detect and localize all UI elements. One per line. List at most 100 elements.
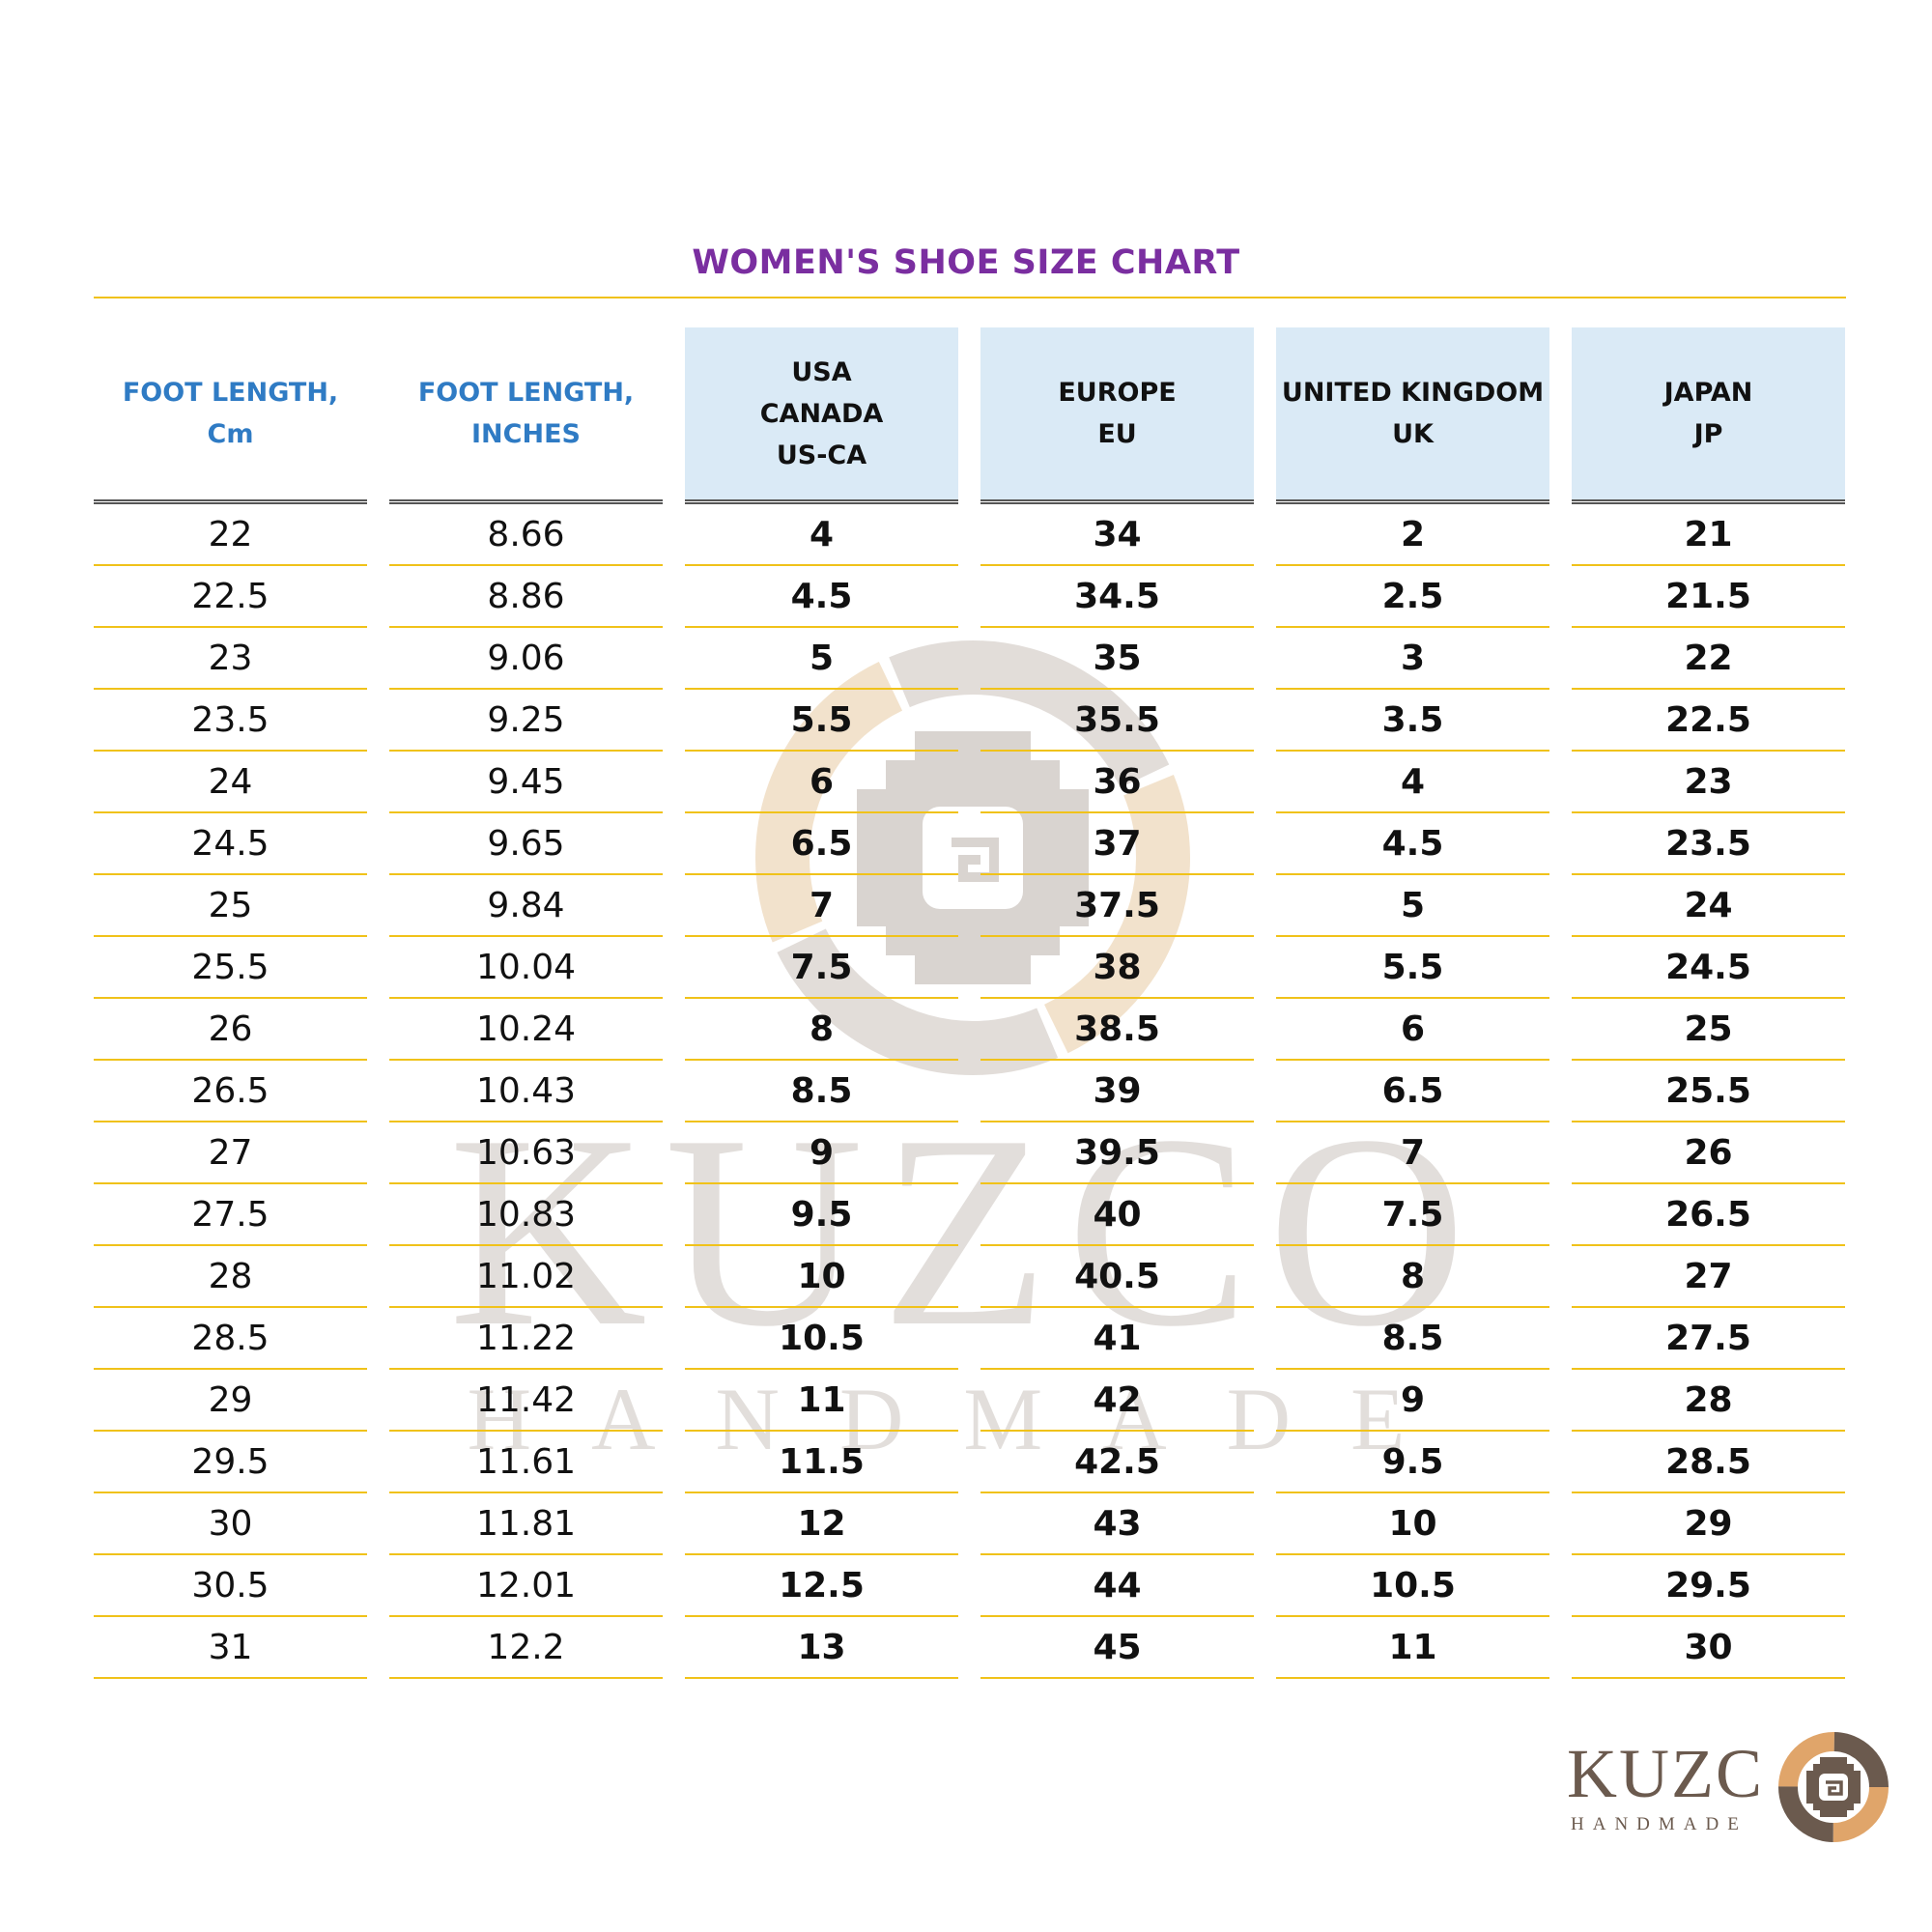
table-cell: 4.5 bbox=[1276, 813, 1549, 875]
table-cell: 8.86 bbox=[389, 566, 663, 628]
table-cell: 28 bbox=[94, 1246, 367, 1308]
table-cell: 27.5 bbox=[1572, 1308, 1845, 1370]
table-cell: 39.5 bbox=[980, 1122, 1254, 1184]
column-header-line: Cm bbox=[207, 419, 254, 449]
table-cell: 38 bbox=[980, 937, 1254, 999]
column-header: FOOT LENGTH, INCHES bbox=[389, 327, 663, 499]
table-cell: 8 bbox=[1276, 1246, 1549, 1308]
table-cell: 9.45 bbox=[389, 752, 663, 813]
header-divider bbox=[1572, 499, 1845, 504]
table-cell: 28.5 bbox=[1572, 1432, 1845, 1493]
table-cell: 10.24 bbox=[389, 999, 663, 1061]
table-cell: 22 bbox=[94, 504, 367, 566]
column-header: FOOT LENGTH, Cm bbox=[94, 327, 367, 499]
table-cell: 22.5 bbox=[1572, 690, 1845, 752]
table-cell: 4.5 bbox=[685, 566, 958, 628]
table-cell: 10.04 bbox=[389, 937, 663, 999]
table-cell: 35 bbox=[980, 628, 1254, 690]
table-cell: 2.5 bbox=[1276, 566, 1549, 628]
column-header: JAPAN JP bbox=[1572, 327, 1845, 499]
column-header-line: INCHES bbox=[471, 419, 581, 449]
table-cell: 6 bbox=[685, 752, 958, 813]
table-cell: 5 bbox=[1276, 875, 1549, 937]
table-cell: 28 bbox=[1572, 1370, 1845, 1432]
column-header-line: EU bbox=[1097, 419, 1137, 449]
table-cell: 27 bbox=[94, 1122, 367, 1184]
table-cell: 30 bbox=[1572, 1617, 1845, 1679]
table-cell: 10.5 bbox=[685, 1308, 958, 1370]
table-cell: 7.5 bbox=[685, 937, 958, 999]
table-cell: 12.01 bbox=[389, 1555, 663, 1617]
table-cell: 43 bbox=[980, 1493, 1254, 1555]
header-divider bbox=[389, 499, 663, 504]
table-cell: 13 bbox=[685, 1617, 958, 1679]
table-cell: 3 bbox=[1276, 628, 1549, 690]
column-header-line: JP bbox=[1693, 419, 1723, 449]
table-cell: 11.5 bbox=[685, 1432, 958, 1493]
table-cell: 26.5 bbox=[94, 1061, 367, 1122]
table-cell: 27 bbox=[1572, 1246, 1845, 1308]
table-cell: 9 bbox=[685, 1122, 958, 1184]
table-cell: 6 bbox=[1276, 999, 1549, 1061]
header-divider bbox=[94, 499, 367, 504]
table-cell: 29.5 bbox=[1572, 1555, 1845, 1617]
table-cell: 31 bbox=[94, 1617, 367, 1679]
header-divider bbox=[980, 499, 1254, 504]
table-cell: 11.42 bbox=[389, 1370, 663, 1432]
table-cell: 23 bbox=[94, 628, 367, 690]
table-cell: 40 bbox=[980, 1184, 1254, 1246]
table-cell: 5 bbox=[685, 628, 958, 690]
table-cell: 12 bbox=[685, 1493, 958, 1555]
table-cell: 11.02 bbox=[389, 1246, 663, 1308]
table-cell: 9.84 bbox=[389, 875, 663, 937]
column-header-line: UK bbox=[1392, 419, 1434, 449]
table-cell: 41 bbox=[980, 1308, 1254, 1370]
table-cell: 37 bbox=[980, 813, 1254, 875]
table-cell: 30.5 bbox=[94, 1555, 367, 1617]
table-cell: 8.5 bbox=[685, 1061, 958, 1122]
logo-subtext: HANDMADE bbox=[1571, 1814, 1747, 1834]
table-cell: 39 bbox=[980, 1061, 1254, 1122]
table-cell: 6.5 bbox=[1276, 1061, 1549, 1122]
table-cell: 44 bbox=[980, 1555, 1254, 1617]
table-cell: 9.25 bbox=[389, 690, 663, 752]
column-header-line: FOOT LENGTH, bbox=[122, 378, 339, 408]
table-cell: 9.06 bbox=[389, 628, 663, 690]
table-cell: 5.5 bbox=[1276, 937, 1549, 999]
table-cell: 9.5 bbox=[685, 1184, 958, 1246]
table-cell: 8.66 bbox=[389, 504, 663, 566]
table-cell: 7 bbox=[1276, 1122, 1549, 1184]
table-cell: 10.43 bbox=[389, 1061, 663, 1122]
table-cell: 10.5 bbox=[1276, 1555, 1549, 1617]
table-cell: 34 bbox=[980, 504, 1254, 566]
table-cell: 10 bbox=[685, 1246, 958, 1308]
table-cell: 11 bbox=[685, 1370, 958, 1432]
table-cell: 24 bbox=[94, 752, 367, 813]
logo-emblem-icon bbox=[1778, 1732, 1889, 1842]
table-cell: 24.5 bbox=[94, 813, 367, 875]
table-cell: 26.5 bbox=[1572, 1184, 1845, 1246]
table-cell: 28.5 bbox=[94, 1308, 367, 1370]
table-cell: 4 bbox=[685, 504, 958, 566]
table-cell: 9.65 bbox=[389, 813, 663, 875]
table-cell: 22.5 bbox=[94, 566, 367, 628]
table-cell: 29.5 bbox=[94, 1432, 367, 1493]
table-cell: 29 bbox=[94, 1370, 367, 1432]
table-cell: 25 bbox=[1572, 999, 1845, 1061]
table-cell: 45 bbox=[980, 1617, 1254, 1679]
table-cell: 35.5 bbox=[980, 690, 1254, 752]
page-title: WOMEN'S SHOE SIZE CHART bbox=[692, 243, 1240, 282]
logo-text: KUZC bbox=[1567, 1735, 1764, 1812]
table-cell: 11.61 bbox=[389, 1432, 663, 1493]
table-cell: 2 bbox=[1276, 504, 1549, 566]
table-cell: 42.5 bbox=[980, 1432, 1254, 1493]
header-divider bbox=[685, 499, 958, 504]
column-header: UNITED KINGDOM UK bbox=[1276, 327, 1549, 499]
table-cell: 12.2 bbox=[389, 1617, 663, 1679]
table-cell: 10.83 bbox=[389, 1184, 663, 1246]
table-cell: 11.81 bbox=[389, 1493, 663, 1555]
column-header-line: JAPAN bbox=[1663, 378, 1753, 408]
table-cell: 22 bbox=[1572, 628, 1845, 690]
table-cell: 5.5 bbox=[685, 690, 958, 752]
column-header-line: EUROPE bbox=[1058, 378, 1177, 408]
